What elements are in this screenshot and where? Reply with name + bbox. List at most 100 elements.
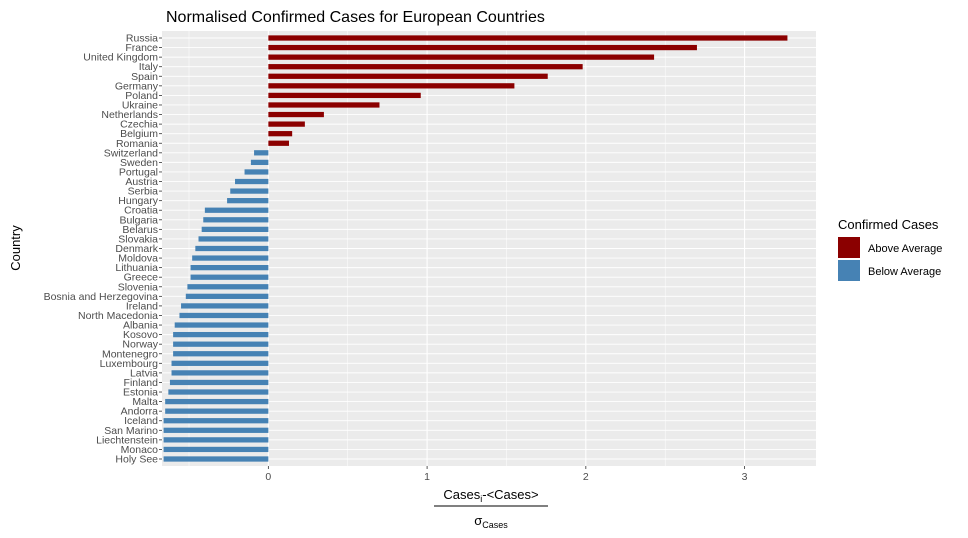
y-tick-label: Czechia xyxy=(120,119,158,131)
y-tick-label: Bulgaria xyxy=(119,214,158,226)
y-tick-label: Lithuania xyxy=(115,262,158,274)
y-tick-label: Switzerland xyxy=(104,147,158,159)
bar-slovenia xyxy=(187,284,269,290)
bar-holy-see xyxy=(163,456,269,462)
bar-italy xyxy=(268,64,583,70)
x-tick-label: 1 xyxy=(424,471,430,483)
bar-hungary xyxy=(227,198,269,204)
bar-norway xyxy=(173,341,269,347)
bar-czechia xyxy=(268,121,305,127)
y-tick-label: Poland xyxy=(125,90,158,102)
y-tick-label: Croatia xyxy=(124,205,158,217)
legend-swatch-above xyxy=(838,237,860,258)
bar-kosovo xyxy=(173,331,269,338)
y-tick-label: Finland xyxy=(124,377,159,389)
bar-bosnia-and-herzegovina xyxy=(185,293,269,299)
y-tick-label: Monaco xyxy=(121,444,159,456)
bar-latvia xyxy=(171,370,269,376)
x-tick-label: 0 xyxy=(265,471,271,483)
bar-estonia xyxy=(168,389,269,395)
bar-finland xyxy=(169,379,269,386)
y-tick-label: Albania xyxy=(123,320,158,332)
bar-san-marino xyxy=(163,427,269,433)
y-tick-label: Montenegro xyxy=(102,348,158,360)
bar-serbia xyxy=(230,188,269,194)
y-tick-label: Luxembourg xyxy=(100,358,159,370)
y-tick-label: Greece xyxy=(124,272,159,284)
y-tick-label: France xyxy=(125,42,158,54)
bar-moldova xyxy=(192,255,269,261)
bar-romania xyxy=(268,140,289,146)
bar-ukraine xyxy=(268,102,380,108)
y-tick-label: United Kingdom xyxy=(83,52,158,64)
x-axis-title: Casesi-<Cases> σCases xyxy=(434,487,548,530)
bar-greece xyxy=(190,274,269,280)
bar-belarus xyxy=(201,226,269,232)
x-tick-label: 2 xyxy=(583,471,589,483)
legend-label-above: Above Average xyxy=(868,243,942,255)
bar-germany xyxy=(268,83,515,89)
x-tick-label: 3 xyxy=(742,471,748,483)
bar-switzerland xyxy=(254,150,269,156)
bar-france xyxy=(268,44,697,51)
bar-ireland xyxy=(181,303,269,309)
bar-croatia xyxy=(204,207,269,213)
y-tick-label: Liechtenstein xyxy=(96,434,158,446)
y-tick-label: Kosovo xyxy=(123,329,158,341)
bar-netherlands xyxy=(268,111,324,118)
y-tick-label: Belgium xyxy=(120,128,158,140)
y-tick-label: Serbia xyxy=(128,186,159,198)
x-axis-title-denominator: σCases xyxy=(474,513,508,530)
bar-luxembourg xyxy=(171,360,269,366)
y-tick-label: North Macedonia xyxy=(78,310,158,322)
legend-swatch-below xyxy=(838,260,860,281)
y-tick-label: Hungary xyxy=(118,195,158,207)
y-tick-label: Denmark xyxy=(115,243,158,255)
y-tick-label: Estonia xyxy=(123,387,158,399)
bar-russia xyxy=(268,35,788,41)
legend-label-below: Below Average xyxy=(868,266,941,278)
y-tick-label: Portugal xyxy=(119,166,158,178)
y-tick-label: Netherlands xyxy=(101,109,158,121)
y-tick-label: Germany xyxy=(115,80,159,92)
y-tick-label: Romania xyxy=(116,138,158,150)
x-axis-title-numerator: Casesi-<Cases> xyxy=(443,487,538,504)
chart-title: Normalised Confirmed Cases for European … xyxy=(166,9,545,26)
bar-sweden xyxy=(250,159,269,166)
bar-albania xyxy=(174,322,269,328)
legend: Confirmed Cases Above Average Below Aver… xyxy=(838,217,942,281)
bar-liechtenstein xyxy=(163,437,269,443)
bar-malta xyxy=(165,398,269,405)
y-tick-label: Slovenia xyxy=(118,281,158,293)
y-tick-label: Moldova xyxy=(118,253,158,265)
bar-bulgaria xyxy=(203,217,269,223)
y-tick-label: San Marino xyxy=(104,425,158,437)
bar-spain xyxy=(268,73,548,79)
bar-slovakia xyxy=(198,236,269,242)
y-tick-label: Ireland xyxy=(126,300,158,312)
y-tick-label: Belarus xyxy=(122,224,158,236)
bar-montenegro xyxy=(173,351,269,357)
bar-austria xyxy=(235,178,269,185)
bar-belgium xyxy=(268,131,293,137)
y-tick-label: Slovakia xyxy=(118,233,158,245)
y-tick-label: Bosnia and Herzegovina xyxy=(44,291,159,303)
y-axis-title: Country xyxy=(8,225,23,271)
y-tick-label: Latvia xyxy=(130,367,158,379)
y-tick-label: Italy xyxy=(139,61,159,73)
bar-monaco xyxy=(163,446,269,453)
y-tick-label: Spain xyxy=(131,71,158,83)
y-tick-label: Russia xyxy=(126,33,158,45)
bar-poland xyxy=(268,92,421,99)
y-tick-label: Iceland xyxy=(124,415,158,427)
bar-lithuania xyxy=(190,265,269,271)
bar-denmark xyxy=(195,245,269,252)
y-tick-label: Andorra xyxy=(121,406,159,418)
bar-andorra xyxy=(165,408,269,414)
y-tick-label: Sweden xyxy=(120,157,158,169)
bar-united-kingdom xyxy=(268,54,655,60)
y-tick-label: Ukraine xyxy=(122,99,158,111)
x-tick-labels: 0 1 2 3 xyxy=(265,466,748,483)
